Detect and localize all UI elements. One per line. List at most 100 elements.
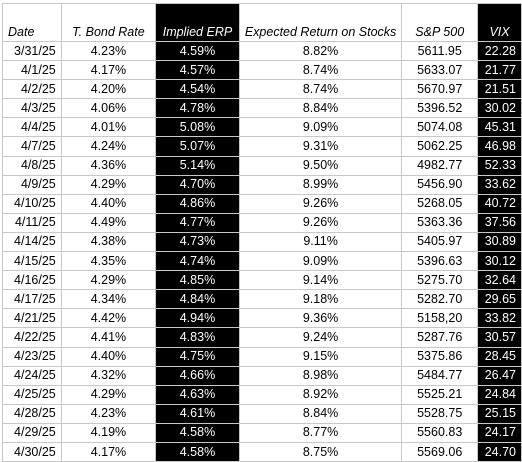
cell-sp500[interactable]: 5611.95 bbox=[401, 40, 479, 62]
cell-vix[interactable]: 52.33 bbox=[477, 155, 522, 176]
cell-sp500[interactable]: 5569.06 bbox=[401, 441, 479, 462]
cell-expected-return[interactable]: 9.31% bbox=[238, 136, 403, 157]
cell-bond-rate[interactable]: 4.23% bbox=[60, 403, 157, 424]
cell-vix[interactable]: 26.47 bbox=[477, 365, 522, 386]
cell-implied-erp[interactable]: 4.86% bbox=[155, 193, 240, 214]
cell-implied-erp[interactable]: 4.77% bbox=[155, 212, 240, 233]
cell-vix[interactable]: 29.65 bbox=[477, 289, 522, 310]
cell-bond-rate[interactable]: 4.42% bbox=[60, 308, 157, 329]
cell-implied-erp[interactable]: 4.58% bbox=[155, 422, 240, 443]
cell-vix[interactable]: 21.77 bbox=[477, 60, 522, 81]
cell-sp500[interactable]: 5456.90 bbox=[401, 174, 479, 195]
cell-bond-rate[interactable]: 4.01% bbox=[60, 117, 157, 138]
cell-bond-rate[interactable]: 4.35% bbox=[60, 251, 157, 272]
cell-expected-return[interactable]: 8.74% bbox=[238, 79, 403, 100]
cell-vix[interactable]: 37.56 bbox=[477, 212, 522, 233]
cell-sp500[interactable]: 5074.08 bbox=[401, 117, 479, 138]
cell-date[interactable]: 4/2/25 bbox=[2, 79, 62, 100]
cell-implied-erp[interactable]: 4.57% bbox=[155, 60, 240, 81]
cell-date[interactable]: 4/17/25 bbox=[2, 289, 62, 310]
cell-sp500[interactable]: 5275.70 bbox=[401, 270, 479, 291]
header-date[interactable]: Date bbox=[2, 3, 62, 42]
header-vix[interactable]: VIX bbox=[477, 3, 522, 42]
cell-expected-return[interactable]: 8.74% bbox=[238, 60, 403, 81]
cell-bond-rate[interactable]: 4.29% bbox=[60, 270, 157, 291]
cell-implied-erp[interactable]: 4.75% bbox=[155, 346, 240, 367]
cell-expected-return[interactable]: 9.50% bbox=[238, 155, 403, 176]
cell-date[interactable]: 4/15/25 bbox=[2, 251, 62, 272]
cell-sp500[interactable]: 5405.97 bbox=[401, 231, 479, 253]
cell-bond-rate[interactable]: 4.32% bbox=[60, 365, 157, 386]
cell-date[interactable]: 4/25/25 bbox=[2, 384, 62, 405]
cell-sp500[interactable]: 5670.97 bbox=[401, 79, 479, 100]
cell-implied-erp[interactable]: 4.73% bbox=[155, 231, 240, 253]
cell-implied-erp[interactable]: 4.74% bbox=[155, 251, 240, 272]
cell-vix[interactable]: 22.28 bbox=[477, 40, 522, 62]
cell-implied-erp[interactable]: 5.07% bbox=[155, 136, 240, 157]
cell-vix[interactable]: 33.62 bbox=[477, 174, 522, 195]
cell-implied-erp[interactable]: 4.66% bbox=[155, 365, 240, 386]
cell-bond-rate[interactable]: 4.19% bbox=[60, 422, 157, 443]
cell-expected-return[interactable]: 9.11% bbox=[238, 231, 403, 253]
cell-date[interactable]: 4/7/25 bbox=[2, 136, 62, 157]
cell-bond-rate[interactable]: 4.49% bbox=[60, 212, 157, 233]
cell-date[interactable]: 4/21/25 bbox=[2, 308, 62, 329]
header-expected-return[interactable]: Expected Return on Stocks bbox=[238, 3, 403, 42]
cell-expected-return[interactable]: 9.15% bbox=[238, 346, 403, 367]
cell-sp500[interactable]: 4982.77 bbox=[401, 155, 479, 176]
cell-expected-return[interactable]: 8.92% bbox=[238, 384, 403, 405]
cell-expected-return[interactable]: 8.77% bbox=[238, 422, 403, 443]
cell-vix[interactable]: 30.89 bbox=[477, 231, 522, 253]
cell-vix[interactable]: 32.64 bbox=[477, 270, 522, 291]
cell-sp500[interactable]: 5363.36 bbox=[401, 212, 479, 233]
cell-date[interactable]: 4/4/25 bbox=[2, 117, 62, 138]
cell-expected-return[interactable]: 9.26% bbox=[238, 212, 403, 233]
cell-date[interactable]: 4/3/25 bbox=[2, 98, 62, 119]
cell-sp500[interactable]: 5287.76 bbox=[401, 327, 479, 348]
cell-implied-erp[interactable]: 4.61% bbox=[155, 403, 240, 424]
cell-implied-erp[interactable]: 4.94% bbox=[155, 308, 240, 329]
cell-vix[interactable]: 30.12 bbox=[477, 251, 522, 272]
cell-date[interactable]: 4/22/25 bbox=[2, 327, 62, 348]
cell-bond-rate[interactable]: 4.41% bbox=[60, 327, 157, 348]
cell-date[interactable]: 4/29/25 bbox=[2, 422, 62, 443]
cell-bond-rate[interactable]: 4.38% bbox=[60, 231, 157, 253]
cell-bond-rate[interactable]: 4.17% bbox=[60, 60, 157, 81]
cell-vix[interactable]: 24.84 bbox=[477, 384, 522, 405]
cell-sp500[interactable]: 5062.25 bbox=[401, 136, 479, 157]
cell-expected-return[interactable]: 9.24% bbox=[238, 327, 403, 348]
cell-date[interactable]: 4/28/25 bbox=[2, 403, 62, 424]
cell-expected-return[interactable]: 8.82% bbox=[238, 40, 403, 62]
cell-expected-return[interactable]: 8.98% bbox=[238, 365, 403, 386]
cell-expected-return[interactable]: 9.09% bbox=[238, 117, 403, 138]
cell-expected-return[interactable]: 8.84% bbox=[238, 98, 403, 119]
cell-sp500[interactable]: 5396.52 bbox=[401, 98, 479, 119]
cell-vix[interactable]: 28.45 bbox=[477, 346, 522, 367]
cell-implied-erp[interactable]: 5.08% bbox=[155, 117, 240, 138]
cell-sp500[interactable]: 5396.63 bbox=[401, 251, 479, 272]
cell-expected-return[interactable]: 9.36% bbox=[238, 308, 403, 329]
cell-bond-rate[interactable]: 4.24% bbox=[60, 136, 157, 157]
cell-date[interactable]: 4/10/25 bbox=[2, 193, 62, 214]
cell-implied-erp[interactable]: 4.54% bbox=[155, 79, 240, 100]
cell-expected-return[interactable]: 9.14% bbox=[238, 270, 403, 291]
cell-implied-erp[interactable]: 4.85% bbox=[155, 270, 240, 291]
cell-expected-return[interactable]: 9.18% bbox=[238, 289, 403, 310]
cell-sp500[interactable]: 5525.21 bbox=[401, 384, 479, 405]
cell-implied-erp[interactable]: 4.70% bbox=[155, 174, 240, 195]
cell-expected-return[interactable]: 8.99% bbox=[238, 174, 403, 195]
cell-expected-return[interactable]: 8.75% bbox=[238, 441, 403, 462]
cell-vix[interactable]: 21.51 bbox=[477, 79, 522, 100]
cell-vix[interactable]: 24.17 bbox=[477, 422, 522, 443]
cell-bond-rate[interactable]: 4.17% bbox=[60, 441, 157, 462]
cell-bond-rate[interactable]: 4.40% bbox=[60, 193, 157, 214]
header-sp500[interactable]: S&P 500 bbox=[401, 3, 479, 42]
cell-bond-rate[interactable]: 4.40% bbox=[60, 346, 157, 367]
cell-date[interactable]: 3/31/25 bbox=[2, 40, 62, 62]
cell-vix[interactable]: 30.57 bbox=[477, 327, 522, 348]
cell-bond-rate[interactable]: 4.34% bbox=[60, 289, 157, 310]
cell-vix[interactable]: 45.31 bbox=[477, 117, 522, 138]
cell-implied-erp[interactable]: 4.58% bbox=[155, 441, 240, 462]
cell-date[interactable]: 4/14/25 bbox=[2, 231, 62, 253]
cell-vix[interactable]: 25.15 bbox=[477, 403, 522, 424]
